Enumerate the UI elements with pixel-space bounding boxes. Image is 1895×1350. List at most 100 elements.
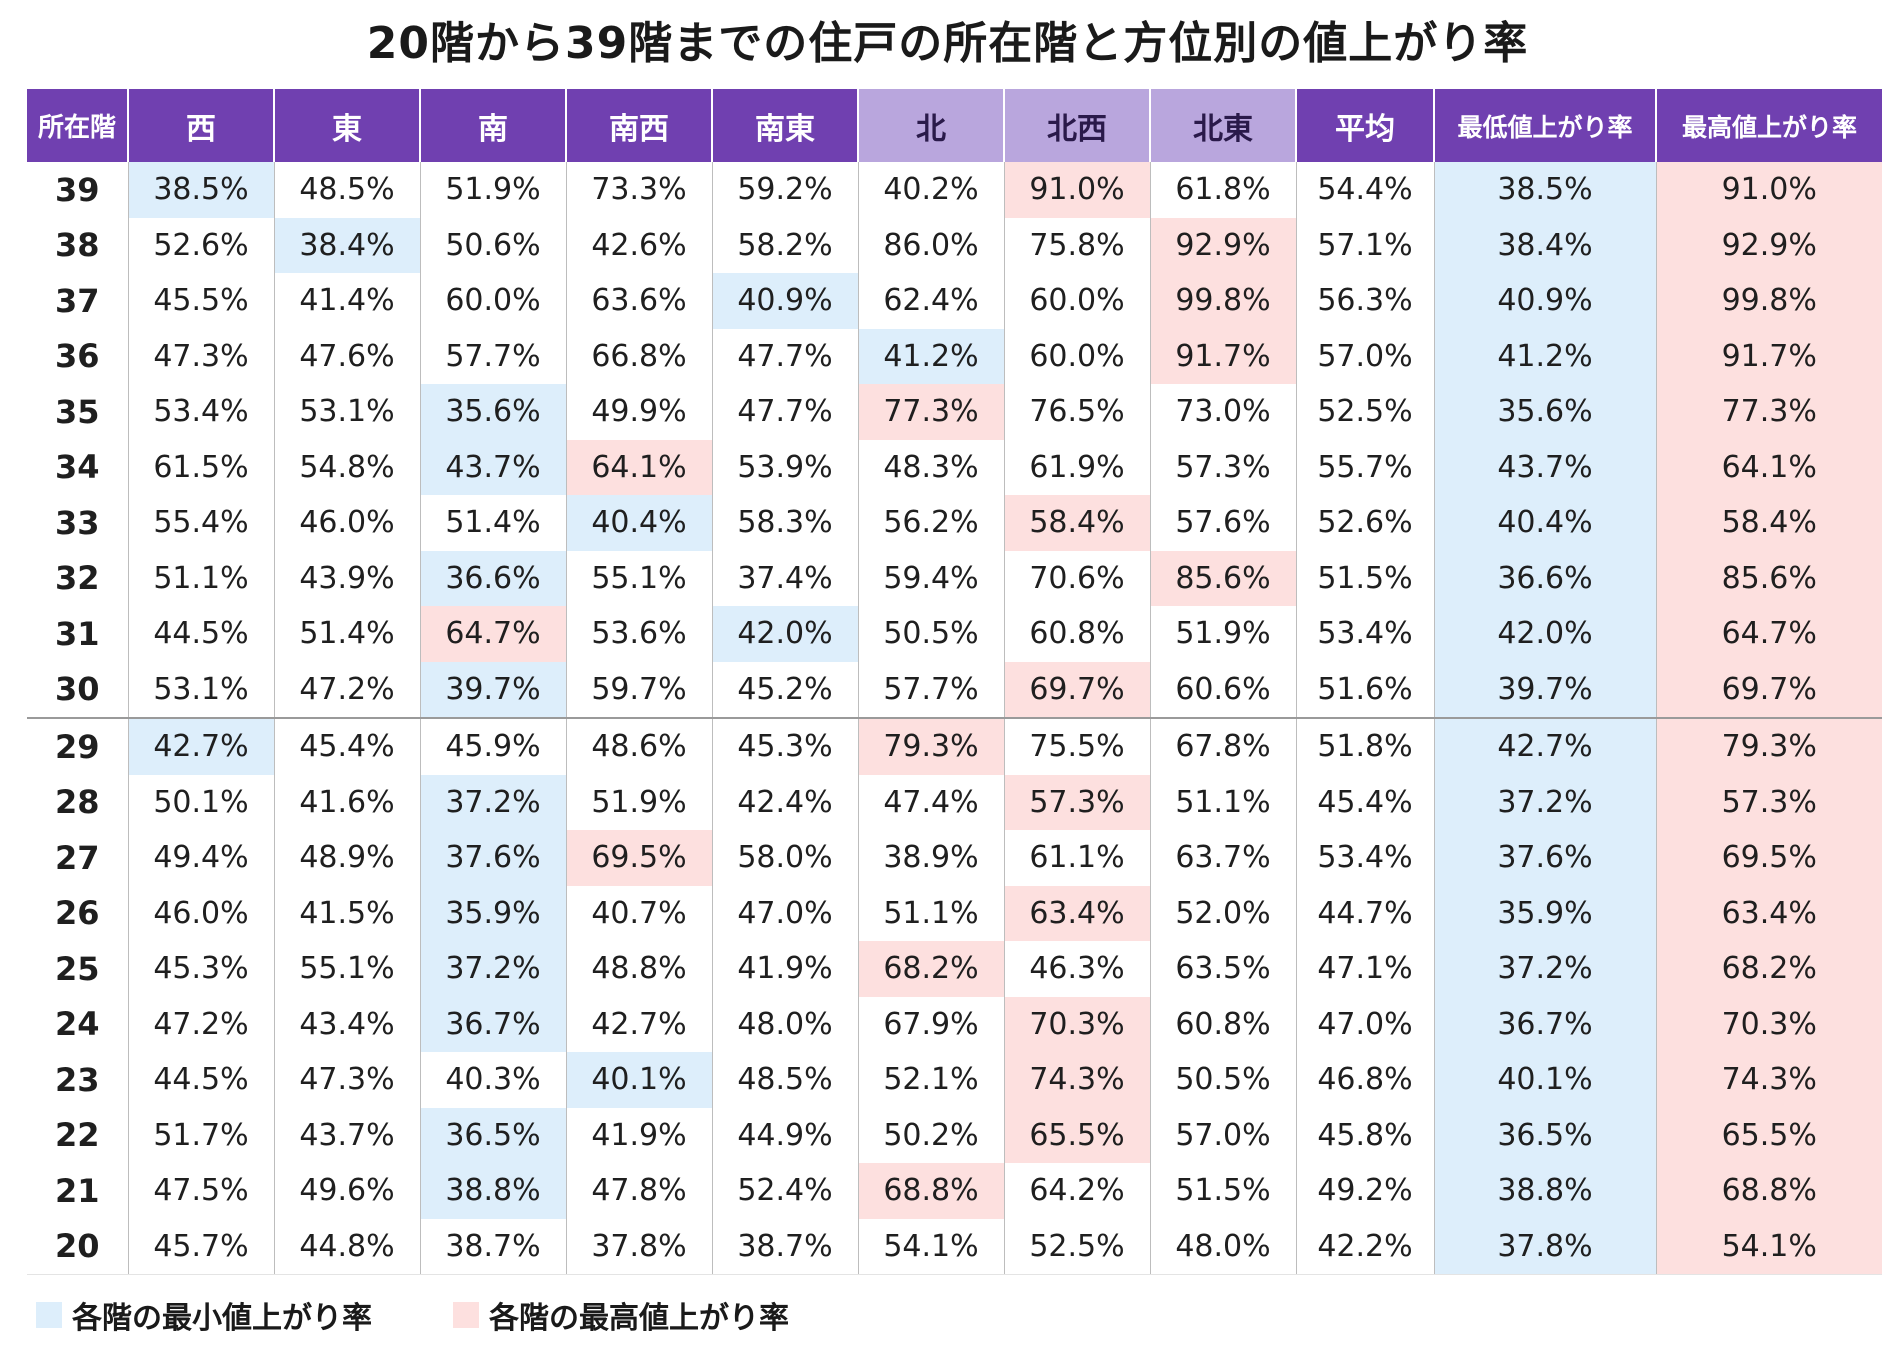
min-rate-cell: 36.6% [1433,550,1656,606]
value-cell: 59.4% [857,550,1004,606]
value-cell: 50.5% [857,606,1004,662]
header-floor: 所在階 [27,89,128,162]
value-cell: 48.0% [711,996,858,1052]
value-cell: 52.1% [857,1052,1004,1108]
average-cell: 49.2% [1295,1163,1434,1219]
value-cell: 47.6% [273,328,420,384]
value-cell: 48.5% [273,162,420,218]
value-cell: 58.2% [711,217,858,273]
table-row: 30 53.1% 47.2% 39.7% 59.7% 45.2% 57.7% 69.7% 60.… [27,661,1882,718]
value-cell: 40.7% [565,885,712,941]
min-value-cell: 38.4% [273,217,420,273]
min-value-cell: 35.9% [419,885,566,941]
value-cell: 51.1% [857,885,1004,941]
average-cell: 45.8% [1295,1107,1434,1163]
data-table: 所在階西東南南西 南東北北西 北東 平均 最低値上がり率 最高値上がり率 39 38.5% 4… [27,89,1882,1275]
max-value-cell: 64.7% [419,606,566,662]
value-cell: 57.7% [419,328,566,384]
value-cell: 46.0% [273,495,420,551]
value-cell: 42.6% [565,217,712,273]
value-cell: 41.6% [273,774,420,830]
min-value-cell: 40.1% [565,1052,712,1108]
value-cell: 51.7% [127,1107,274,1163]
value-cell: 40.2% [857,162,1004,218]
min-value-cell: 42.7% [127,717,274,775]
average-cell: 56.3% [1295,273,1434,329]
min-rate-cell: 39.7% [1433,661,1656,718]
floor-cell: 31 [54,614,100,653]
value-cell: 38.9% [857,830,1004,886]
chart-title: 20階から39階までの住戸の所在階と方位別の値上がり率 [366,18,1529,69]
value-cell: 62.4% [857,273,1004,329]
legend-min-swatch [36,1302,62,1328]
max-rate-cell: 64.1% [1655,439,1882,495]
min-rate-cell: 35.9% [1433,885,1656,941]
value-cell: 45.5% [127,273,274,329]
max-value-cell: 92.9% [1149,217,1296,273]
average-cell: 53.4% [1295,830,1434,886]
value-cell: 67.8% [1149,717,1296,775]
value-cell: 53.1% [273,384,420,440]
value-cell: 60.8% [1003,606,1150,662]
value-cell: 70.6% [1003,550,1150,606]
value-cell: 47.3% [127,328,274,384]
value-cell: 53.1% [127,661,274,718]
table-row: 20 45.7% 44.8% 38.7% 37.8% 38.7% 54.1% 52.5% 48.… [27,1218,1882,1275]
min-value-cell: 37.2% [419,941,566,997]
table-row: 36 47.3% 47.6% 57.7% 66.8% 47.7% 41.2% 60.0% 91.… [27,328,1882,384]
min-rate-cell: 40.9% [1433,273,1656,329]
max-rate-cell: 63.4% [1655,885,1882,941]
min-rate-cell: 38.8% [1433,1163,1656,1219]
legend-max-label: 各階の最高値上がり率 [489,1301,789,1336]
value-cell: 50.5% [1149,1052,1296,1108]
average-cell: 52.5% [1295,384,1434,440]
max-rate-cell: 68.8% [1655,1163,1882,1219]
value-cell: 61.5% [127,439,274,495]
average-cell: 52.6% [1295,495,1434,551]
value-cell: 58.3% [711,495,858,551]
value-cell: 52.0% [1149,885,1296,941]
value-cell: 54.8% [273,439,420,495]
value-cell: 63.6% [565,273,712,329]
average-cell: 47.0% [1295,996,1434,1052]
value-cell: 51.1% [127,550,274,606]
max-value-cell: 64.1% [565,439,712,495]
max-rate-cell: 54.1% [1655,1218,1882,1275]
value-cell: 76.5% [1003,384,1150,440]
max-rate-cell: 58.4% [1655,495,1882,551]
header-row: 所在階西東南南西 南東北北西 北東 平均 最低値上がり率 最高値上がり率 [27,89,1882,162]
min-value-cell: 38.8% [419,1163,566,1219]
floor-cell: 24 [54,1005,100,1044]
min-value-cell: 40.9% [711,273,858,329]
value-cell: 73.0% [1149,384,1296,440]
table-row: 25 45.3% 55.1% 37.2% 48.8% 41.9% 68.2% 46.3% 63.… [27,941,1882,997]
value-cell: 45.2% [711,661,858,718]
average-cell: 55.7% [1295,439,1434,495]
header-west: 西 [127,89,274,162]
value-cell: 55.4% [127,495,274,551]
value-cell: 47.7% [711,384,858,440]
value-cell: 57.3% [1149,439,1296,495]
value-cell: 49.4% [127,830,274,886]
value-cell: 45.7% [127,1218,274,1275]
min-value-cell: 39.7% [419,661,566,718]
floor-cell: 23 [54,1060,100,1099]
value-cell: 42.4% [711,774,858,830]
floor-cell: 22 [54,1116,100,1155]
value-cell: 63.7% [1149,830,1296,886]
value-cell: 47.3% [273,1052,420,1108]
max-rate-cell: 57.3% [1655,774,1882,830]
floor-cell: 39 [54,170,100,209]
min-rate-cell: 40.4% [1433,495,1656,551]
max-rate-cell: 69.5% [1655,830,1882,886]
table-body: 39 38.5% 48.5% 51.9% 73.3% 59.2% 40.2% 91.0% 61.… [27,162,1882,1275]
value-cell: 51.5% [1149,1163,1296,1219]
value-cell: 37.4% [711,550,858,606]
table-row: 35 53.4% 53.1% 35.6% 49.9% 47.7% 77.3% 76.5% 73.… [27,384,1882,440]
value-cell: 43.7% [273,1107,420,1163]
floor-cell: 34 [54,448,100,487]
value-cell: 43.4% [273,996,420,1052]
value-cell: 86.0% [857,217,1004,273]
value-cell: 54.1% [857,1218,1004,1275]
value-cell: 63.5% [1149,941,1296,997]
